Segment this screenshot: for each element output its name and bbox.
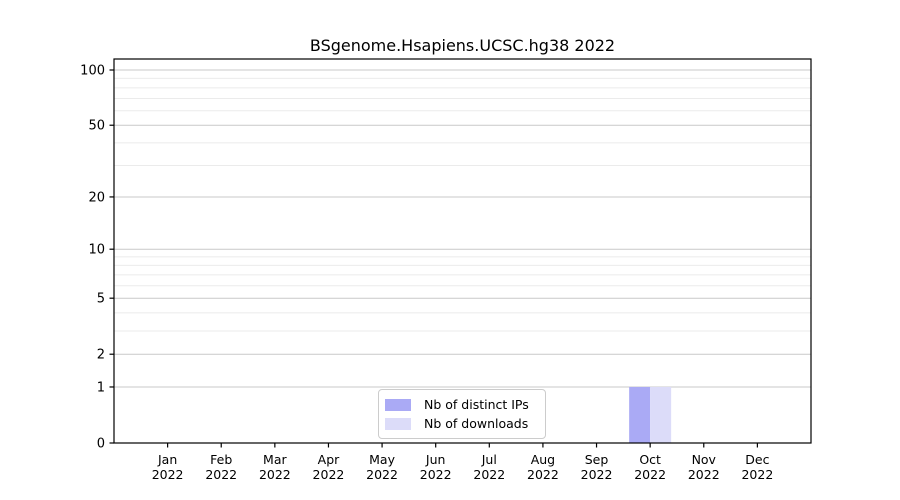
x-tick-label-year: 2022 <box>366 467 398 482</box>
x-tick-label-year: 2022 <box>313 467 345 482</box>
x-tick-label-year: 2022 <box>527 467 559 482</box>
x-tick-label-year: 2022 <box>205 467 237 482</box>
legend-item-distinct-ips: Nb of distinct IPs <box>385 396 537 413</box>
x-tick-label-month: Apr <box>318 452 340 467</box>
legend-swatch-downloads <box>385 417 411 430</box>
legend: Nb of distinct IPs Nb of downloads <box>378 389 546 439</box>
y-tick-label: 10 <box>88 243 105 258</box>
x-tick-label-year: 2022 <box>581 467 613 482</box>
bar-nb-of-downloads-oct <box>650 386 672 443</box>
y-tick-label: 0 <box>97 437 105 452</box>
legend-swatch-distinct-ips <box>385 398 411 411</box>
y-tick-label: 2 <box>97 348 105 363</box>
y-tick-label: 50 <box>88 119 105 134</box>
y-tick-label: 5 <box>97 292 105 307</box>
legend-label-distinct-ips: Nb of distinct IPs <box>424 396 529 412</box>
x-tick-label-year: 2022 <box>473 467 505 482</box>
x-tick-label-month: Oct <box>639 452 661 467</box>
y-tick-label: 100 <box>80 64 105 79</box>
x-tick-label-year: 2022 <box>259 467 291 482</box>
chart-title: BSgenome.Hsapiens.UCSC.hg38 2022 <box>309 36 616 55</box>
bar-nb-of-distinct-ips-oct <box>629 386 651 443</box>
x-tick-label-month: Sep <box>585 452 609 467</box>
x-tick-label-year: 2022 <box>688 467 720 482</box>
x-tick-label-month: Dec <box>745 452 769 467</box>
x-tick-label-month: Jan <box>157 452 177 467</box>
x-tick-label-month: Nov <box>692 452 717 467</box>
x-tick-label-month: May <box>369 452 395 467</box>
x-tick-label-year: 2022 <box>741 467 773 482</box>
plot-border <box>113 58 812 444</box>
x-tick-label-month: Mar <box>263 452 287 467</box>
y-tick-label: 20 <box>88 190 105 205</box>
x-tick-label-year: 2022 <box>420 467 452 482</box>
x-tick-label-month: Jun <box>425 452 446 467</box>
x-tick-label-month: Aug <box>531 452 555 467</box>
x-tick-label-month: Feb <box>210 452 232 467</box>
legend-item-downloads: Nb of downloads <box>385 415 537 432</box>
x-tick-label-year: 2022 <box>152 467 184 482</box>
x-tick-label-year: 2022 <box>634 467 666 482</box>
x-tick-label-month: Jul <box>481 452 497 467</box>
legend-label-downloads: Nb of downloads <box>424 415 529 431</box>
y-tick-label: 1 <box>97 380 105 395</box>
